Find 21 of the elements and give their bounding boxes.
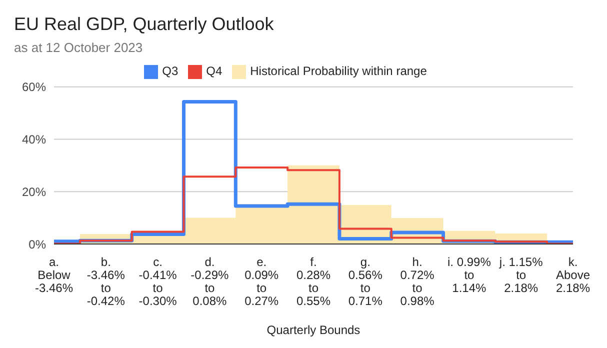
x-axis-title: Quarterly Bounds — [266, 323, 360, 337]
x-tick-label: c. -0.41% to -0.30% — [138, 255, 178, 308]
x-tick-label: e. 0.09% to 0.27% — [244, 255, 279, 308]
x-tick-label: g. 0.56% to 0.71% — [348, 255, 383, 308]
x-tick-label: f. 0.28% to 0.55% — [296, 255, 331, 308]
y-tick-label: 60% — [22, 80, 46, 94]
legend-label: Historical Probability within range — [250, 64, 427, 78]
x-tick-label: j. 1.15% to 2.18% — [498, 255, 544, 295]
x-tick-label: b. -3.46% to -0.42% — [86, 255, 126, 308]
chart-title: EU Real GDP, Quarterly Outlook — [14, 14, 274, 35]
chart-subtitle: as at 12 October 2023 — [14, 40, 143, 55]
x-tick-label: k. Above 2.18% — [556, 255, 590, 295]
legend-label: Q3 — [162, 64, 178, 78]
x-tick-label: i. 0.99% to 1.14% — [448, 255, 492, 295]
legend-label: Q4 — [206, 64, 222, 78]
x-tick-label: a. Below -3.46% — [34, 255, 74, 295]
y-tick-label: 20% — [22, 184, 46, 199]
x-tick-label: h. 0.72% to 0.98% — [400, 255, 435, 308]
x-tick-label: d. -0.29% to 0.08% — [190, 255, 230, 308]
y-tick-label: 40% — [22, 132, 46, 146]
y-tick-label: 0% — [28, 237, 46, 252]
